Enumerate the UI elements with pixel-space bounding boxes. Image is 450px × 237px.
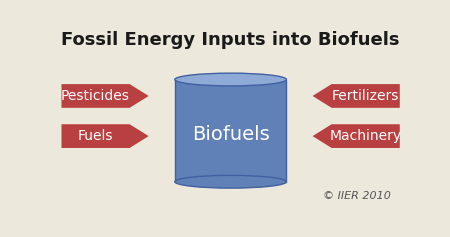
Text: Fertilizers: Fertilizers — [332, 89, 400, 103]
Ellipse shape — [175, 175, 287, 188]
Text: Fossil Energy Inputs into Biofuels: Fossil Energy Inputs into Biofuels — [61, 31, 400, 49]
Text: © IIER 2010: © IIER 2010 — [323, 191, 391, 201]
Text: Biofuels: Biofuels — [192, 125, 270, 144]
Ellipse shape — [175, 73, 287, 86]
Polygon shape — [313, 124, 400, 148]
Polygon shape — [62, 84, 148, 108]
Text: Pesticides: Pesticides — [61, 89, 130, 103]
Polygon shape — [175, 80, 286, 182]
Text: Machinery: Machinery — [330, 129, 402, 143]
Polygon shape — [62, 124, 148, 148]
Text: Fuels: Fuels — [78, 129, 113, 143]
Polygon shape — [313, 84, 400, 108]
